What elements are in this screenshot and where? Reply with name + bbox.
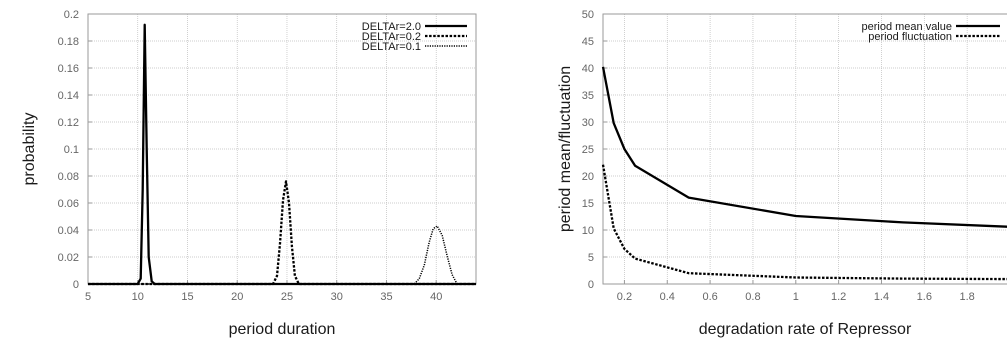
x-tick-label: 1.6 — [917, 291, 932, 303]
ticks: 0 0.02 0.04 0.06 0.08 0.1 0.12 0.14 0.16 0.18 0.2 5… — [58, 9, 443, 303]
left-chart: 0 0.02 0.04 0.06 0.08 0.1 0.12 0.14 0.16 0.18 0.2 5… — [21, 9, 477, 338]
legend-entry-label: DELTAr=0.2 — [362, 31, 421, 43]
y-tick-label: 0 — [73, 279, 79, 291]
y-tick-label: 0.1 — [64, 144, 79, 156]
x-tick-label: 20 — [231, 291, 243, 303]
legend-entry-label: period mean value — [861, 21, 952, 33]
x-tick-label: 10 — [132, 291, 144, 303]
series-line-3 — [88, 225, 476, 285]
y-tick-label: 0.18 — [58, 36, 79, 48]
x-tick-label: 1.2 — [831, 291, 846, 303]
y-tick-label: 40 — [582, 63, 594, 75]
y-tick-label: 45 — [582, 36, 594, 48]
x-tick-label: 15 — [181, 291, 193, 303]
y-tick-label: 0.02 — [58, 252, 79, 264]
x-tick-label: 5 — [85, 291, 91, 303]
legend-entry-label: DELTAr=2.0 — [362, 21, 421, 33]
x-tick-label: 1.4 — [874, 291, 889, 303]
ticks: 0 5 10 15 20 25 30 35 40 45 50 0.2 0.4 0.6 0.8 1 1.2 1.4 1… — [582, 9, 1007, 303]
gridlines — [603, 13, 1007, 284]
y-tick-label: 0.08 — [58, 171, 79, 183]
y-tick-label: 30 — [582, 117, 594, 129]
x-tick-label: 0.2 — [617, 291, 632, 303]
y-axis-label: period mean/fluctuation — [557, 66, 574, 232]
x-tick-label: 0.6 — [702, 291, 717, 303]
y-tick-label: 50 — [582, 9, 594, 21]
y-tick-label: 20 — [582, 171, 594, 183]
series-line-1 — [601, 66, 1007, 228]
y-tick-label: 0.14 — [58, 90, 79, 102]
right-chart: 0 5 10 15 20 25 30 35 40 45 50 0.2 0.4 0.6 0.8 1 1.2 1.4 1… — [557, 9, 1007, 338]
series-line-2 — [88, 180, 476, 286]
x-tick-label: 1 — [793, 291, 799, 303]
y-tick-label: 15 — [582, 198, 594, 210]
y-tick-label: 10 — [582, 225, 594, 237]
y-tick-label: 0.04 — [58, 225, 79, 237]
x-tick-label: 0.8 — [745, 291, 760, 303]
y-tick-label: 0.16 — [58, 63, 79, 75]
y-tick-label: 0.06 — [58, 198, 79, 210]
y-tick-label: 25 — [582, 144, 594, 156]
x-axis-label: degradation rate of Repressor — [699, 321, 912, 338]
x-tick-label: 35 — [380, 291, 392, 303]
x-tick-label: 1.8 — [960, 291, 975, 303]
x-tick-label: 30 — [331, 291, 343, 303]
x-axis-label: period duration — [229, 321, 336, 338]
x-tick-label: 40 — [430, 291, 442, 303]
x-tick-label: 0.4 — [660, 291, 675, 303]
y-tick-label: 35 — [582, 90, 594, 102]
y-axis-label: probability — [21, 113, 38, 186]
legend-entry-label: DELTAr=0.1 — [362, 41, 421, 53]
series-lines — [88, 23, 476, 286]
y-tick-label: 0.2 — [64, 9, 79, 21]
series-lines — [601, 66, 1007, 281]
series-line-2 — [601, 164, 1007, 281]
x-tick-label: 25 — [281, 291, 293, 303]
gridlines — [88, 13, 476, 284]
series-line-1 — [88, 23, 476, 286]
y-tick-label: 0.12 — [58, 117, 79, 129]
y-tick-label: 5 — [588, 252, 594, 264]
legend-entry-label: period fluctuation — [868, 31, 952, 43]
y-tick-label: 0 — [588, 279, 594, 291]
